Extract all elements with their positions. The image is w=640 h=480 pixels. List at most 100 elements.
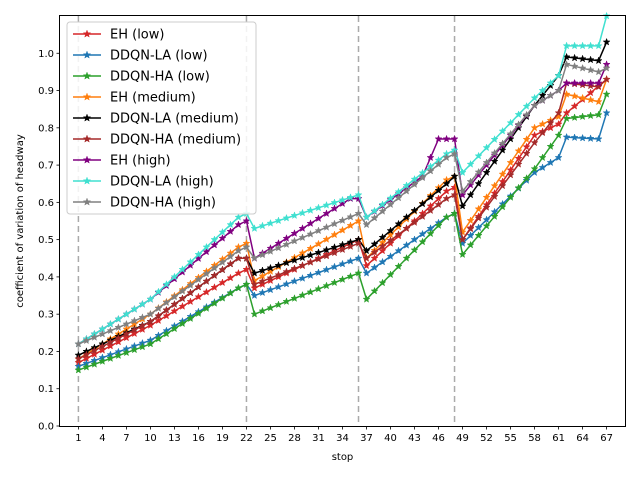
series-4-point-38 [378,233,387,241]
series-5-point-20 [234,253,243,262]
series-8-point-19 [226,252,235,261]
series-5-point-33 [338,245,347,254]
series-2-point-25 [274,300,283,309]
series-7-point-12 [170,272,179,281]
series-2-point-40 [394,262,403,270]
series-1-point-25 [274,282,283,291]
series-0-point-64 [586,88,595,97]
series-1-point-65 [594,134,603,143]
y-tick-label-0: 0.0 [38,422,54,433]
series-4-point-52 [490,157,499,165]
series-5-point-66 [602,75,611,83]
series-8-point-38 [378,206,387,215]
series-4-point-30 [314,248,323,257]
series-2-point-53 [498,202,507,211]
series-5-point-65 [594,82,603,91]
series-5-point-31 [322,251,331,260]
series-6-point-18 [218,233,227,242]
series-0-point-2 [90,350,99,358]
series-4-point-39 [386,226,395,235]
series-8-point-57 [530,101,539,109]
series-5-point-42 [410,218,419,226]
series-2-point-64 [586,111,595,120]
series-2-point-63 [578,112,587,121]
series-2-point-62 [570,113,579,122]
series-4-point-25 [274,261,283,269]
series-7-point-22 [250,224,259,232]
series-5-point-14 [186,288,195,297]
series-8-point-24 [266,247,275,255]
series-5-point-56 [522,149,531,157]
series-1-point-43 [418,229,427,238]
series-5-point-64 [586,81,595,90]
x-tick-label-0: 1 [75,433,81,444]
series-8-point-42 [410,180,419,188]
series-5-point-5 [114,333,123,342]
series-2 [74,89,611,374]
series-6-point-17 [210,240,219,249]
series-8-point-20 [234,246,243,255]
series-0-point-45 [434,194,443,203]
series-3-point-56 [522,135,531,143]
series-6-point-20 [234,220,243,229]
series-1-point-64 [586,134,595,143]
series-7-point-60 [554,71,563,80]
series-7 [74,11,611,348]
series-7-point-16 [202,242,211,251]
series-8-point-3 [98,329,107,338]
series-7-point-37 [370,206,379,215]
series-6-point-46 [442,134,451,143]
series-5-point-48 [458,235,467,244]
series-7-point-33 [338,195,347,204]
series-2-point-33 [338,275,347,283]
series-2-point-22 [250,309,259,318]
series-4-point-36 [362,246,371,255]
series-7-point-49 [466,159,475,168]
series-4-point-65 [594,56,603,65]
series-5-point-59 [546,118,555,127]
series-4-point-49 [466,190,475,199]
series-8-point-58 [538,96,547,104]
series-4-point-66 [602,37,611,46]
series-8-point-15 [194,275,203,284]
series-7-point-25 [274,216,283,225]
series-7-point-63 [578,41,587,50]
x-tick-label-8: 25 [264,433,277,444]
series-8-point-45 [434,160,443,168]
series-7-point-29 [306,206,315,214]
series-5-point-7 [130,325,139,334]
series-2-point-49 [466,240,475,249]
series-7-point-56 [522,101,531,110]
series-2-point-29 [306,287,315,296]
series-8-point-41 [402,186,411,195]
series-2-point-27 [290,294,299,302]
series-7-point-38 [378,200,387,209]
series-2-point-6 [122,348,131,357]
series-8-point-52 [490,148,499,157]
series-2-point-37 [370,286,379,295]
series-7-point-58 [538,86,547,95]
series-6-point-50 [474,170,483,179]
series-5-point-10 [154,311,163,320]
legend-label-7: DDQN-LA (high) [110,175,214,190]
series-8-point-13 [178,286,187,295]
series-0-point-5 [114,337,123,346]
y-tick-label-5: 0.5 [38,235,54,246]
series-1-point-35 [354,253,363,262]
series-1-point-66 [602,108,611,117]
x-tick-label-20: 61 [552,433,565,444]
series-1-point-58 [538,163,547,172]
series-8-point-59 [546,91,555,100]
series-2-point-19 [226,288,235,297]
series-5-point-27 [290,264,299,273]
series-5-point-46 [442,194,451,203]
series-8-point-56 [522,110,531,119]
series-8-point-51 [482,158,491,167]
series-2-point-17 [210,299,219,307]
series-6-point-48 [458,190,467,199]
series-5-point-40 [394,230,403,238]
series-5-point-37 [370,247,379,256]
series-8-point-43 [418,173,427,182]
series-8-point-53 [498,139,507,148]
